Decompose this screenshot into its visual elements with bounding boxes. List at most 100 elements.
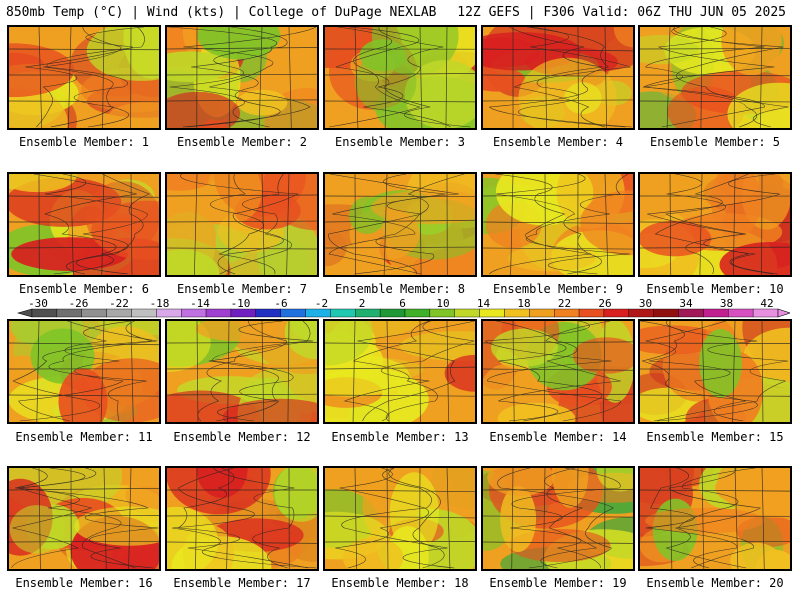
colorbar-segment bbox=[653, 308, 679, 318]
colorbar-segment bbox=[728, 308, 754, 318]
colorbar-tick-label: 38 bbox=[720, 297, 733, 310]
header-title-right: 12Z GEFS | F306 Valid: 06Z THU JUN 05 20… bbox=[457, 5, 786, 20]
colorbar-tick-label: -6 bbox=[274, 297, 287, 310]
ensemble-member-label: Ensemble Member: 20 bbox=[646, 576, 784, 590]
colorbar-segment bbox=[752, 308, 779, 318]
colorbar-tick-label: -18 bbox=[150, 297, 170, 310]
temperature-field-map bbox=[325, 27, 475, 128]
ensemble-member-label: Ensemble Member: 15 bbox=[646, 430, 784, 444]
colorbar-segment bbox=[355, 308, 381, 318]
ensemble-member-label: Ensemble Member: 18 bbox=[331, 576, 469, 590]
colorbar-tick-label: 42 bbox=[760, 297, 773, 310]
ensemble-map-8 bbox=[323, 172, 477, 277]
colorbar-segment bbox=[205, 308, 232, 318]
colorbar-segment bbox=[554, 308, 580, 318]
colorbar-tick-label: -30 bbox=[28, 297, 48, 310]
ensemble-map-15 bbox=[638, 319, 792, 424]
ensemble-map-4 bbox=[481, 25, 635, 130]
ensemble-map-17 bbox=[165, 466, 319, 571]
ensemble-member-label: Ensemble Member: 13 bbox=[331, 430, 469, 444]
colorbar-segment bbox=[156, 308, 182, 318]
temperature-field-map bbox=[483, 27, 633, 128]
ensemble-map-10 bbox=[638, 172, 792, 277]
temperature-field-map bbox=[9, 174, 159, 275]
ensemble-member-label: Ensemble Member: 9 bbox=[492, 282, 624, 296]
colorbar-segment bbox=[628, 308, 654, 318]
ensemble-member-label: Ensemble Member: 10 bbox=[646, 282, 784, 296]
temperature-field-map bbox=[640, 321, 790, 422]
colorbar-tick-label: 26 bbox=[598, 297, 611, 310]
ensemble-member-label: Ensemble Member: 6 bbox=[18, 282, 150, 296]
temperature-field-map bbox=[167, 174, 317, 275]
ensemble-member-label: Ensemble Member: 14 bbox=[489, 430, 627, 444]
temperature-field-map bbox=[325, 321, 475, 422]
temperature-field-map bbox=[167, 27, 317, 128]
colorbar-segment bbox=[603, 308, 629, 318]
colorbar-segment bbox=[404, 308, 431, 318]
colorbar-segment bbox=[106, 308, 132, 318]
ensemble-member-label: Ensemble Member: 17 bbox=[173, 576, 311, 590]
colorbar-tick-label: -2 bbox=[315, 297, 328, 310]
colorbar-segment bbox=[180, 308, 207, 318]
colorbar-segment bbox=[81, 308, 107, 318]
colorbar-tick-label: -14 bbox=[190, 297, 210, 310]
colorbar-segment bbox=[479, 308, 505, 318]
colorbar-segment bbox=[454, 308, 480, 318]
ensemble-member-label: Ensemble Member: 5 bbox=[649, 135, 781, 149]
ensemble-map-2 bbox=[165, 25, 319, 130]
ensemble-member-label: Ensemble Member: 16 bbox=[15, 576, 153, 590]
temperature-field-map bbox=[9, 321, 159, 422]
colorbar-segment bbox=[504, 308, 530, 318]
colorbar-segment bbox=[379, 308, 406, 318]
colorbar-segment bbox=[678, 308, 704, 318]
ensemble-map-3 bbox=[323, 25, 477, 130]
colorbar-segment bbox=[280, 308, 306, 318]
temperature-field-map bbox=[483, 174, 633, 275]
temperature-field-map bbox=[483, 468, 633, 569]
colorbar-tick-label: 10 bbox=[436, 297, 449, 310]
ensemble-map-5 bbox=[638, 25, 792, 130]
colorbar-segment bbox=[703, 308, 729, 318]
ensemble-member-label: Ensemble Member: 4 bbox=[492, 135, 624, 149]
ensemble-member-label: Ensemble Member: 3 bbox=[334, 135, 466, 149]
temperature-field-map bbox=[167, 321, 317, 422]
ensemble-map-11 bbox=[7, 319, 161, 424]
colorbar-tick-label: 34 bbox=[679, 297, 693, 310]
colorbar-tick-label: 22 bbox=[558, 297, 571, 310]
colorbar-segment bbox=[330, 308, 356, 318]
colorbar-segment bbox=[305, 308, 331, 318]
colorbar-segment bbox=[131, 308, 157, 318]
colorbar-segment bbox=[529, 308, 555, 318]
ensemble-map-1 bbox=[7, 25, 161, 130]
colorbar-tick-label: 18 bbox=[517, 297, 530, 310]
colorbar-segment bbox=[31, 308, 58, 318]
colorbar-tick-label: -26 bbox=[69, 297, 89, 310]
temperature-field-map bbox=[640, 174, 790, 275]
colorbar-tick-label: -22 bbox=[109, 297, 129, 310]
temperature-field-map bbox=[9, 468, 159, 569]
ensemble-map-18 bbox=[323, 466, 477, 571]
ensemble-member-label: Ensemble Member: 11 bbox=[15, 430, 153, 444]
ensemble-member-label: Ensemble Member: 2 bbox=[176, 135, 308, 149]
header-title-left: 850mb Temp (°C) | Wind (kts) | College o… bbox=[6, 5, 437, 20]
temperature-field-map bbox=[483, 321, 633, 422]
ensemble-map-12 bbox=[165, 319, 319, 424]
temperature-field-map bbox=[325, 468, 475, 569]
temperature-colorbar: -30 -26 -22 -18 -14 -10 -6 -2 2 6 10 14 18 22 26 30 34 38… bbox=[16, 297, 790, 318]
colorbar-segment bbox=[429, 308, 455, 318]
temperature-field-map bbox=[167, 468, 317, 569]
colorbar-segment bbox=[255, 308, 281, 318]
colorbar-tick-label: 30 bbox=[639, 297, 652, 310]
temperature-field-map bbox=[640, 468, 790, 569]
ensemble-map-7 bbox=[165, 172, 319, 277]
ensemble-map-16 bbox=[7, 466, 161, 571]
ensemble-map-14 bbox=[481, 319, 635, 424]
ensemble-member-label: Ensemble Member: 1 bbox=[18, 135, 150, 149]
ensemble-map-9 bbox=[481, 172, 635, 277]
colorbar-segment bbox=[578, 308, 605, 318]
colorbar-tick-label: 2 bbox=[359, 297, 366, 310]
colorbar-tick-label: 6 bbox=[399, 297, 406, 310]
ensemble-member-label: Ensemble Member: 7 bbox=[176, 282, 308, 296]
temperature-field-map bbox=[640, 27, 790, 128]
temperature-field-map bbox=[325, 174, 475, 275]
